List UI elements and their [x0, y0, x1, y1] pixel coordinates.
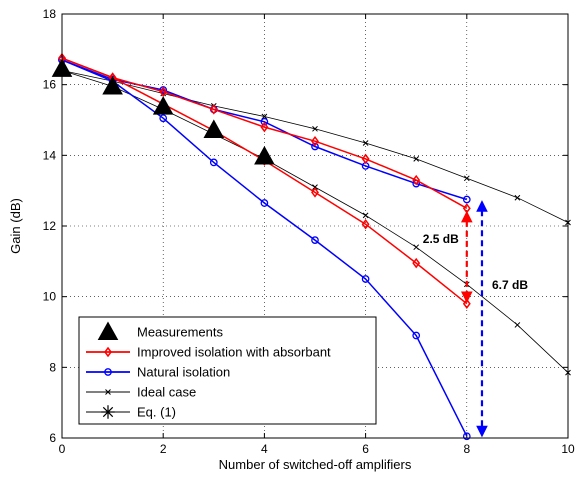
data-point — [462, 432, 471, 441]
series-line — [61, 59, 468, 437]
data-point — [311, 135, 319, 147]
legend-label: Eq. (1) — [137, 405, 176, 420]
legend-label: Ideal case — [137, 385, 196, 400]
data-point — [311, 142, 319, 151]
y-tick-label: 16 — [43, 78, 57, 92]
data-point — [462, 298, 471, 309]
y-tick-label: 18 — [43, 7, 57, 21]
x-tick-label: 4 — [261, 442, 268, 456]
data-point — [209, 158, 218, 167]
x-tick-label: 0 — [59, 442, 66, 456]
data-point — [260, 117, 269, 126]
circle-icon — [104, 368, 112, 376]
data-point — [362, 140, 369, 146]
x-tick-label: 10 — [561, 442, 575, 456]
data-point — [159, 86, 168, 97]
arrow-head — [476, 425, 488, 438]
data-point — [203, 119, 225, 138]
y-tick-label: 12 — [43, 219, 57, 233]
arrow-head — [460, 210, 473, 223]
data-point — [209, 104, 218, 115]
diamond-icon — [104, 346, 112, 358]
plot-frame — [61, 13, 569, 439]
legend-box — [78, 316, 377, 425]
y-tick-label: 14 — [43, 148, 57, 162]
x-icon — [105, 389, 111, 395]
annotation-label: 2.5 dB — [423, 232, 459, 246]
x-tick-label: 2 — [160, 442, 167, 456]
x-axis-label: Number of switched-off amplifiers — [219, 457, 412, 472]
legend-item: Eq. (1) — [86, 405, 176, 420]
y-tick-label: 6 — [49, 431, 56, 445]
legend-item: Measurements — [97, 321, 223, 341]
data-point — [514, 322, 521, 328]
data-point — [463, 175, 470, 182]
filled-triangle-icon — [97, 321, 119, 341]
data-point — [361, 275, 370, 283]
legend-label: Measurements — [137, 325, 223, 340]
data-point — [412, 257, 421, 269]
y-tick-label: 8 — [49, 360, 56, 374]
annotation-label: 6.7 dB — [492, 278, 528, 292]
series-line — [61, 57, 468, 209]
data-point — [413, 244, 420, 251]
annotation-2: 6.7 dB — [476, 200, 528, 438]
data-point — [412, 174, 421, 186]
data-point — [159, 114, 168, 123]
y-tick-label: 10 — [43, 290, 57, 304]
asterisk-icon — [101, 405, 115, 419]
series-layer — [51, 52, 571, 441]
legend-label: Natural isolation — [137, 365, 230, 380]
legend-items: Measurements Improved isolation with abso… — [86, 321, 331, 420]
data-point — [462, 195, 471, 204]
data-point — [312, 125, 318, 132]
annotation-1: 2.5 dB — [423, 210, 473, 304]
tick-labels: 0 2 4 6 8 10 6 8 10 12 14 16 18 — [43, 7, 575, 456]
data-point — [362, 212, 369, 219]
y-axis-label: Gain (dB) — [8, 198, 23, 254]
legend-label: Improved isolation with absorbant — [137, 345, 331, 360]
data-point — [254, 145, 275, 165]
grid — [61, 13, 569, 439]
data-point — [102, 75, 123, 95]
data-point — [261, 113, 268, 120]
legend-item: Natural isolation — [86, 365, 230, 380]
data-point — [311, 187, 319, 198]
x-tick-label: 6 — [362, 442, 369, 456]
legend-item: Ideal case — [86, 385, 196, 400]
legend-item: Improved isolation with absorbant — [86, 345, 331, 360]
data-point — [361, 218, 370, 230]
legend: Measurements Improved isolation with abso… — [78, 316, 377, 425]
data-point — [260, 121, 269, 133]
x-tick-label: 8 — [463, 442, 470, 456]
annotations: 2.5 dB 6.7 dB — [423, 200, 528, 438]
data-point — [413, 156, 420, 162]
arrow-head — [476, 200, 488, 212]
data-point — [514, 194, 521, 201]
data-point — [152, 96, 174, 115]
data-point — [260, 199, 269, 207]
arrow-head — [460, 291, 473, 304]
data-point — [412, 331, 421, 340]
data-point — [311, 236, 319, 244]
data-point — [361, 153, 370, 165]
data-point — [312, 184, 318, 190]
